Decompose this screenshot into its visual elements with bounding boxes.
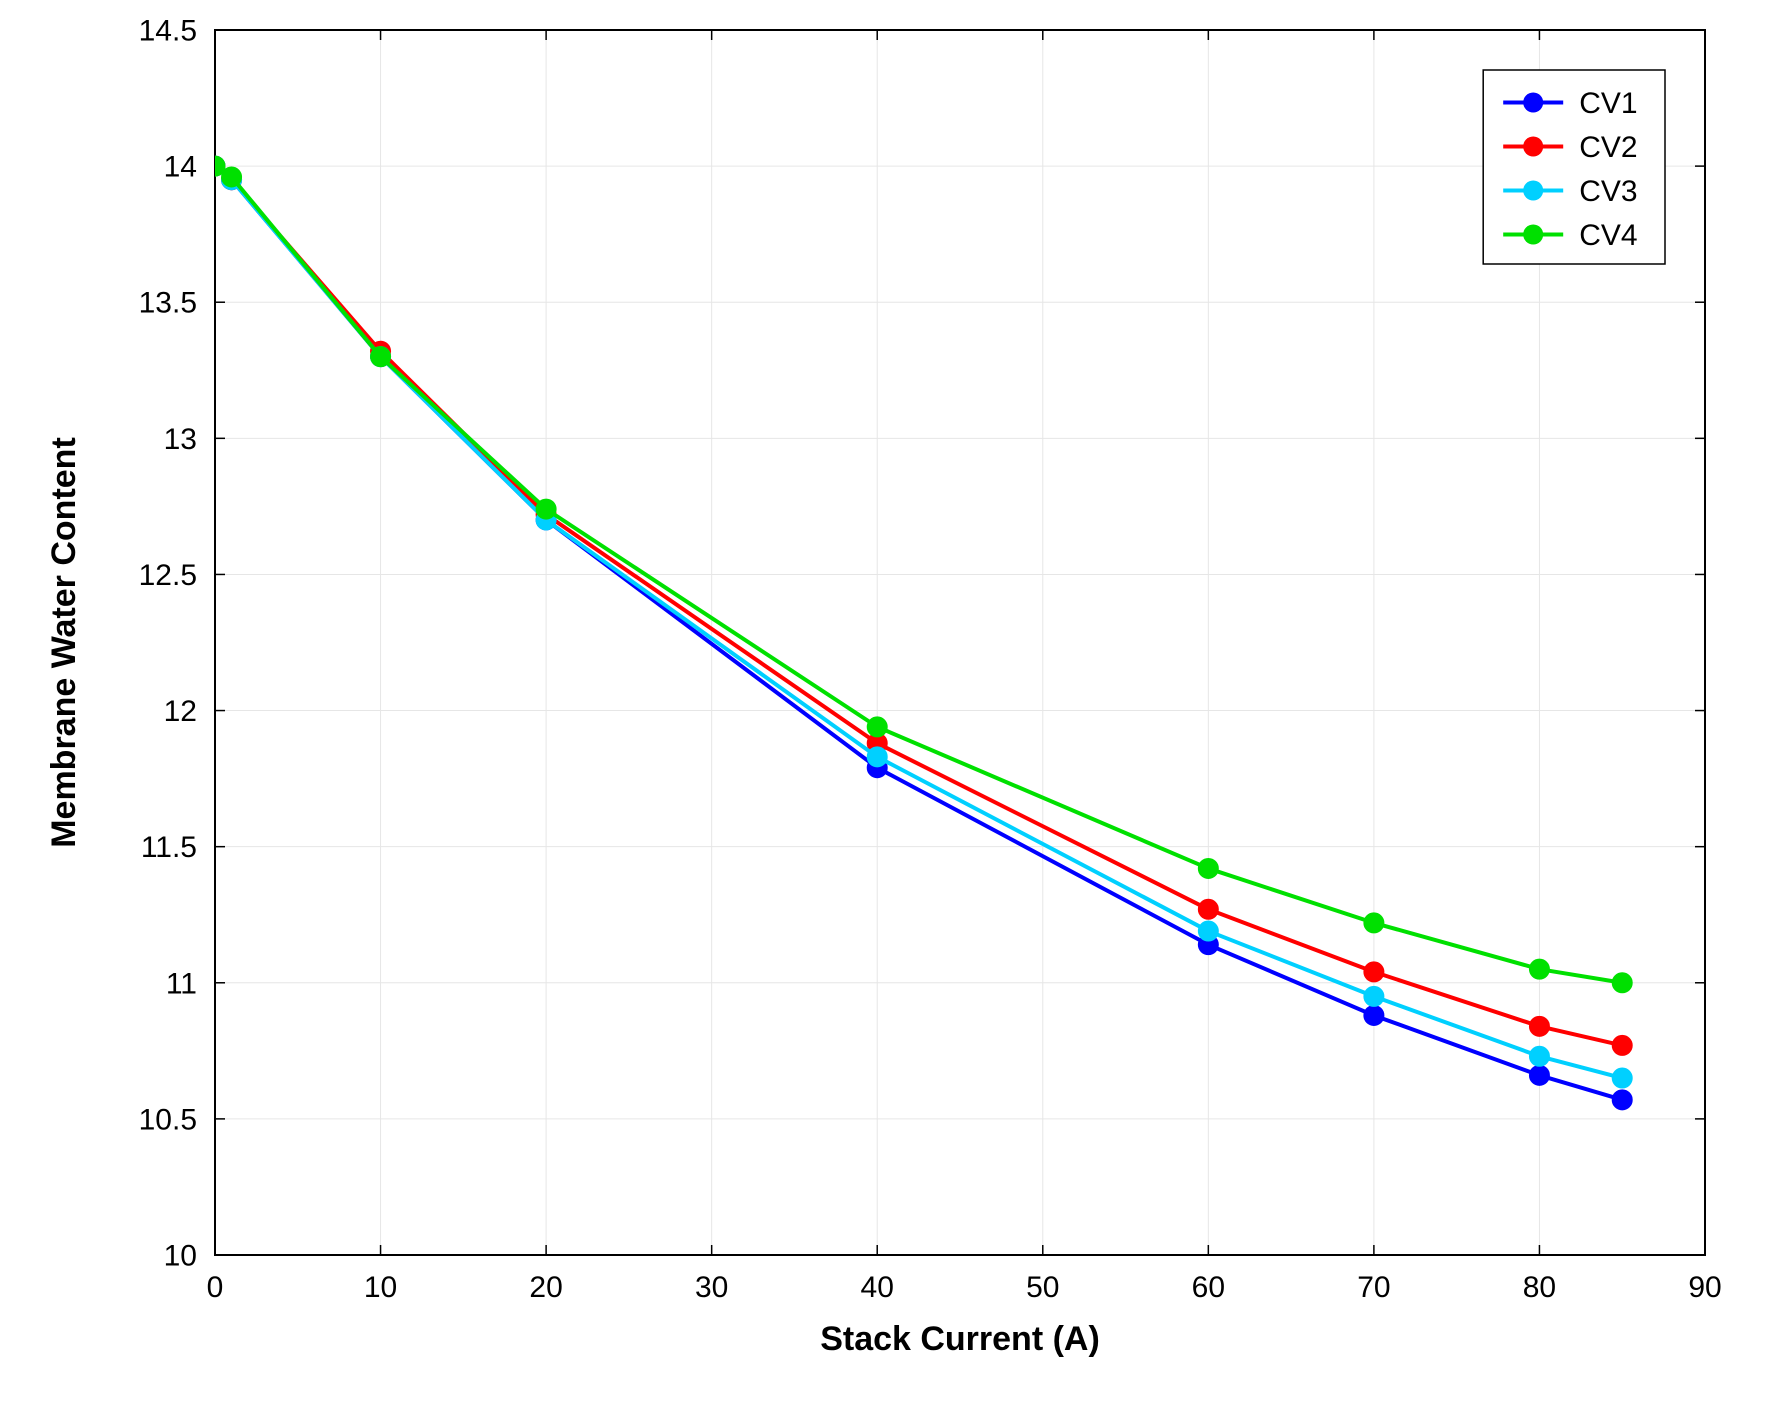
legend-marker-cv2 <box>1523 137 1543 157</box>
legend-label-cv4: CV4 <box>1579 219 1637 252</box>
y-tick-label: 13 <box>164 423 197 456</box>
y-tick-label: 14 <box>164 151 197 184</box>
marker-cv2 <box>1612 1035 1632 1055</box>
marker-cv2 <box>1529 1016 1549 1036</box>
marker-cv3 <box>1198 921 1218 941</box>
legend: CV1 CV2 CV3 CV4 <box>1483 70 1665 264</box>
x-axis-label: Stack Current (A) <box>820 1320 1100 1358</box>
x-tick-label: 20 <box>529 1271 562 1304</box>
y-axis-label: Membrane Water Content <box>45 437 83 848</box>
marker-cv4 <box>536 499 556 519</box>
y-tick-label: 11 <box>166 967 197 1000</box>
y-tick-label: 12.5 <box>139 559 197 592</box>
y-tick-label: 13.5 <box>139 287 197 320</box>
legend-label-cv1: CV1 <box>1579 87 1637 120</box>
x-tick-label: 10 <box>364 1271 397 1304</box>
legend-marker-cv3 <box>1523 181 1543 201</box>
marker-cv1 <box>1529 1065 1549 1085</box>
marker-cv4 <box>222 167 242 187</box>
marker-cv2 <box>1364 962 1384 982</box>
marker-cv3 <box>1612 1068 1632 1088</box>
legend-label-cv3: CV3 <box>1579 175 1637 208</box>
x-tick-label: 70 <box>1357 1271 1390 1304</box>
x-tick-label: 80 <box>1523 1271 1556 1304</box>
marker-cv2 <box>1198 899 1218 919</box>
y-tick-label: 11.5 <box>141 831 197 864</box>
legend-marker-cv4 <box>1523 225 1543 245</box>
y-tick-label: 10 <box>164 1240 197 1273</box>
x-tick-label: 30 <box>695 1271 728 1304</box>
x-tick-label: 90 <box>1688 1271 1721 1304</box>
legend-marker-cv1 <box>1523 93 1543 113</box>
chart-container: 0 10 20 30 40 50 60 70 80 90 10 10.5 11 11.5 12 12.5 13 1… <box>0 0 1772 1411</box>
x-tick-label: 50 <box>1026 1271 1059 1304</box>
membrane-water-content-chart: 0 10 20 30 40 50 60 70 80 90 10 10.5 11 11.5 12 12.5 13 1… <box>0 0 1772 1411</box>
x-tick-label: 60 <box>1192 1271 1225 1304</box>
marker-cv1 <box>1364 1005 1384 1025</box>
x-tick-label: 40 <box>861 1271 894 1304</box>
marker-cv4 <box>371 347 391 367</box>
legend-label-cv2: CV2 <box>1579 131 1637 164</box>
y-tick-label: 10.5 <box>139 1103 197 1136</box>
marker-cv4 <box>1529 959 1549 979</box>
marker-cv3 <box>1364 986 1384 1006</box>
marker-cv3 <box>867 747 887 767</box>
x-tick-label: 0 <box>207 1271 224 1304</box>
marker-cv4 <box>867 717 887 737</box>
marker-cv4 <box>1364 913 1384 933</box>
marker-cv1 <box>1612 1090 1632 1110</box>
marker-cv4 <box>1612 973 1632 993</box>
marker-cv3 <box>1529 1046 1549 1066</box>
y-tick-label: 14.5 <box>139 15 197 48</box>
plot-area <box>215 30 1705 1255</box>
marker-cv4 <box>1198 858 1218 878</box>
y-tick-label: 12 <box>164 695 197 728</box>
